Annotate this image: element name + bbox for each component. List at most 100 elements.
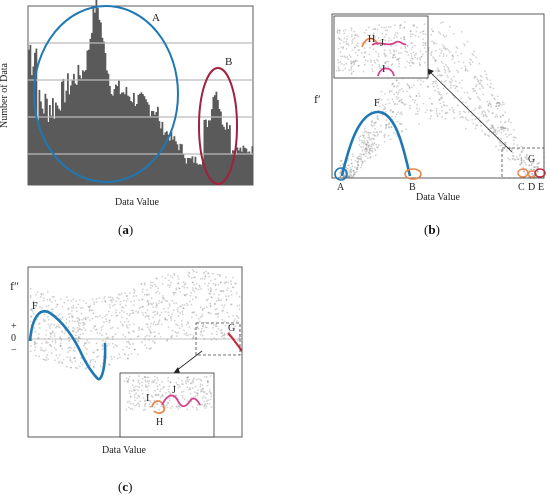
cloud-point bbox=[141, 298, 144, 300]
cloud-point bbox=[369, 138, 372, 141]
cloud-point bbox=[156, 394, 158, 397]
cloud-point bbox=[182, 383, 184, 386]
ytick-minus: − bbox=[11, 345, 17, 356]
cloud-point bbox=[119, 300, 122, 303]
cloud-point bbox=[232, 314, 235, 317]
cloud-point bbox=[182, 307, 185, 309]
cloud-point bbox=[391, 111, 394, 114]
cloud-point bbox=[495, 145, 497, 148]
cloud-point bbox=[228, 324, 230, 327]
cloud-point bbox=[29, 294, 32, 297]
histogram-bar bbox=[154, 114, 156, 185]
cloud-point bbox=[485, 76, 488, 79]
cloud-point bbox=[144, 385, 147, 388]
cloud-point bbox=[65, 318, 68, 321]
cloud-point bbox=[116, 296, 119, 299]
cloud-point bbox=[90, 329, 92, 332]
cloud-point bbox=[453, 84, 455, 87]
cloud-point bbox=[415, 94, 418, 97]
cloud-point bbox=[127, 320, 130, 323]
cloud-point bbox=[422, 44, 425, 47]
cloud-point bbox=[485, 73, 487, 76]
cloud-point bbox=[354, 59, 357, 62]
cloud-point bbox=[392, 56, 395, 59]
cloud-point bbox=[59, 336, 61, 339]
cloud-point bbox=[111, 301, 113, 303]
cloud-point bbox=[403, 26, 406, 29]
cloud-point bbox=[179, 386, 182, 388]
cloud-point bbox=[144, 379, 147, 382]
cloud-point bbox=[33, 349, 36, 352]
cloud-point bbox=[348, 171, 351, 174]
cloud-point bbox=[228, 315, 230, 318]
cloud-point bbox=[376, 146, 378, 149]
cloud-point bbox=[351, 35, 353, 38]
cloud-point bbox=[174, 291, 177, 294]
cloud-point bbox=[165, 392, 167, 394]
cloud-point bbox=[400, 47, 402, 49]
cloud-point bbox=[153, 406, 156, 408]
cloud-point bbox=[183, 333, 186, 335]
cloud-point bbox=[379, 67, 382, 70]
cloud-point bbox=[392, 131, 395, 134]
circle-B bbox=[198, 67, 238, 185]
cloud-point bbox=[481, 112, 483, 115]
cloud-point bbox=[206, 402, 209, 405]
cloud-point bbox=[370, 124, 373, 126]
histogram-bar bbox=[248, 151, 251, 185]
histogram-bar bbox=[29, 44, 32, 186]
cloud-point bbox=[510, 133, 512, 136]
cloud-point bbox=[372, 28, 375, 31]
cloud-point bbox=[133, 304, 135, 306]
cloud-point bbox=[408, 86, 411, 89]
cloud-point bbox=[438, 93, 440, 96]
point-cloud bbox=[29, 269, 241, 370]
cloud-point bbox=[138, 327, 140, 330]
histogram-bar bbox=[116, 86, 119, 185]
cloud-point bbox=[204, 275, 207, 277]
cloud-point bbox=[136, 385, 139, 388]
cloud-point bbox=[363, 131, 365, 134]
cloud-point bbox=[457, 60, 460, 63]
cloud-point bbox=[409, 64, 412, 67]
cloud-point bbox=[520, 159, 523, 162]
cloud-point bbox=[129, 407, 132, 410]
cloud-point bbox=[508, 118, 510, 121]
cloud-point bbox=[399, 123, 402, 125]
histogram-bar bbox=[113, 89, 116, 185]
cloud-point bbox=[30, 345, 32, 347]
cloud-point bbox=[490, 106, 493, 108]
marker-I: I bbox=[146, 393, 150, 404]
cloud-point bbox=[361, 139, 363, 142]
histogram-bar bbox=[110, 94, 113, 185]
cloud-point bbox=[513, 139, 515, 142]
cloud-point bbox=[194, 395, 197, 398]
cloud-point bbox=[423, 47, 426, 49]
cloud-point bbox=[209, 305, 212, 308]
cloud-point bbox=[208, 402, 211, 405]
cloud-point bbox=[398, 82, 400, 85]
cloud-point bbox=[146, 309, 149, 312]
histogram-bar bbox=[202, 159, 204, 185]
cloud-point bbox=[115, 314, 118, 317]
cloud-point bbox=[148, 303, 150, 306]
cloud-point bbox=[137, 381, 140, 384]
cloud-point bbox=[37, 336, 40, 339]
histogram-bar bbox=[139, 93, 141, 185]
cloud-point bbox=[444, 117, 447, 120]
cloud-point bbox=[464, 65, 467, 68]
cloud-point bbox=[171, 405, 174, 408]
cloud-point bbox=[338, 38, 341, 40]
histogram-bar bbox=[160, 128, 162, 185]
ytick-zero: 0 bbox=[11, 333, 16, 344]
cloud-point bbox=[365, 147, 367, 150]
cloud-point bbox=[178, 405, 180, 408]
cloud-point bbox=[100, 326, 103, 329]
cloud-point bbox=[403, 35, 406, 38]
cloud-point bbox=[371, 125, 374, 127]
cloud-point bbox=[440, 52, 443, 55]
cloud-point bbox=[175, 394, 177, 397]
cloud-point bbox=[377, 146, 379, 149]
cloud-point bbox=[339, 69, 341, 72]
cloud-point bbox=[489, 86, 491, 88]
